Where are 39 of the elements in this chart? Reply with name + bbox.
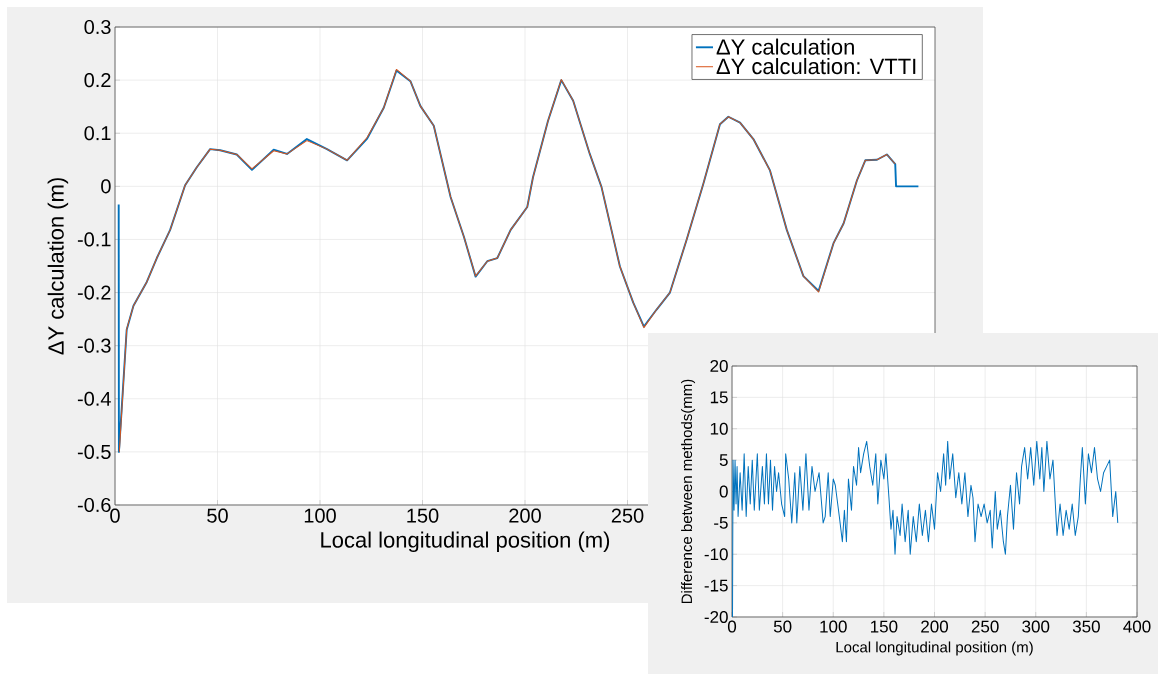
y-axis-title: Difference between methods(mm) [681,379,696,604]
x-tick-label: 150 [407,508,439,523]
y-tick-label: -15 [704,579,728,592]
y-tick-label: 15 [710,391,728,404]
x-tick-label: 200 [921,620,949,633]
x-tick-label: 250 [971,620,999,633]
y-tick-label: 5 [719,454,728,467]
y-tick-label: -10 [704,548,728,561]
y-tick-label: -0.5 [77,444,111,459]
y-tick-label: 0.3 [84,19,111,35]
legend-label: ΔY calculation [716,38,854,55]
x-axis-title: Local longitudinal position (m) [321,531,610,553]
y-tick-label: -5 [714,516,728,529]
x-tick-label: 300 [1022,620,1050,633]
y-tick-label: -0.3 [77,338,111,353]
legend-label: ΔY calculation: VTTI [716,58,916,75]
y-tick-label: -0.1 [77,232,111,247]
x-tick-label: 400 [1123,620,1151,633]
y-tick-label: 0.1 [84,126,111,141]
x-tick-label: 100 [820,620,847,633]
x-tick-label: 150 [871,620,898,633]
y-tick-label: -0.6 [77,497,111,513]
x-tick-label: 250 [611,508,644,523]
y-tick-label: 0 [719,485,728,498]
x-tick-label: 50 [207,508,228,523]
y-tick-label: 20 [710,359,728,373]
y-tick-label: 0 [101,179,111,194]
y-tick-label: 10 [710,422,728,435]
y-axis-title: ΔY calculation (m) [47,178,69,355]
x-axis-title: Local longitudinal position (m) [836,641,1033,656]
x-tick-label: 350 [1072,620,1100,633]
x-tick-label: 200 [509,508,541,523]
y-tick-label: -0.4 [77,391,111,406]
y-tick-label: -20 [704,610,728,624]
y-tick-label: -0.2 [77,285,111,300]
x-tick-label: 0 [727,620,737,633]
x-tick-label: 50 [773,620,792,633]
x-tick-label: 100 [304,508,336,523]
y-tick-label: 0.2 [84,73,111,88]
